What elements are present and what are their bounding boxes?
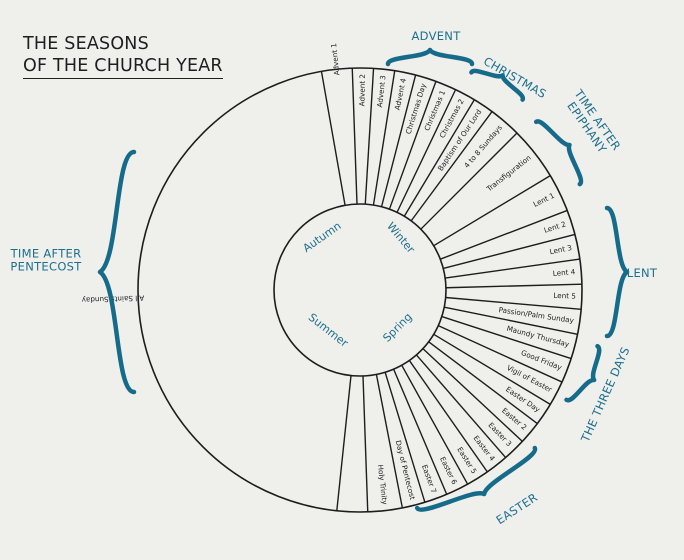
- segment-label: Easter 2: [500, 406, 529, 432]
- segment-divider: [396, 89, 457, 213]
- brace-epiphany: [533, 119, 584, 187]
- brace-lent: [604, 205, 630, 339]
- segment-label: Advent 1: [329, 43, 341, 76]
- segment-divider: [443, 233, 576, 270]
- segment-divider: [415, 354, 507, 459]
- brace-advent: [385, 47, 475, 67]
- season-label-lent: LENT: [627, 266, 658, 280]
- segment-divider: [362, 375, 369, 512]
- segment-label: Lent 1: [532, 191, 556, 209]
- brace-three-days: [564, 343, 602, 403]
- segment-divider: [351, 68, 358, 205]
- segment-label: Easter 5: [455, 445, 478, 475]
- segment-divider: [444, 306, 578, 335]
- segment-divider: [441, 315, 572, 360]
- segment-label: Maundy Thursday: [506, 324, 571, 349]
- season-label-three-days: THE THREE DAYS: [578, 345, 633, 445]
- segment-label: Easter 3: [487, 421, 514, 449]
- segment-divider: [428, 341, 538, 425]
- segment-label: Lent 5: [553, 291, 576, 301]
- segment-divider: [408, 360, 488, 473]
- segment-label: Lent 4: [552, 267, 576, 278]
- segment-label: Holy Trinity: [376, 464, 390, 506]
- season-label-christmas: CHRISTMAS: [481, 54, 549, 101]
- outer-ring: [137, 67, 583, 513]
- segment-label: Day of Pentecost: [394, 439, 418, 500]
- segment-divider: [403, 99, 475, 217]
- quarter-label-winter: Winter: [384, 220, 418, 257]
- segment-divider: [375, 374, 404, 509]
- segment-divider: [437, 325, 563, 383]
- segment-divider: [440, 209, 568, 260]
- segment-divider: [388, 81, 437, 210]
- segment-divider: [372, 70, 396, 206]
- segment-divider: [445, 258, 580, 279]
- brace-pentecost: [97, 149, 137, 395]
- segment-label: Lent 3: [549, 243, 573, 256]
- segment-divider: [433, 333, 551, 405]
- segment-divider: [401, 364, 469, 485]
- segment-label: Lent 2: [543, 219, 567, 234]
- segment-divider: [445, 283, 582, 289]
- brace-easter: [414, 445, 538, 512]
- segment-divider: [445, 296, 582, 311]
- brace-christmas: [469, 68, 525, 102]
- segment-divider: [422, 348, 523, 442]
- segment-label: Easter 4: [472, 434, 498, 463]
- quarter-label-summer: Summer: [306, 311, 351, 350]
- season-label-advent: ADVENT: [411, 29, 461, 43]
- season-label-pentecost: TIME AFTER PENTECOST: [10, 247, 83, 274]
- page-title-line-1: THE SEASONS: [23, 34, 149, 54]
- segment-label: Advent 3: [375, 75, 387, 108]
- segment-divider: [392, 368, 448, 495]
- segment-divider: [380, 74, 417, 207]
- segment-divider: [433, 175, 551, 247]
- segment-label: Advent 4: [393, 77, 408, 111]
- segment-divider: [336, 375, 352, 511]
- inner-ring: [273, 203, 447, 377]
- segment-divider: [420, 132, 518, 230]
- season-label-easter: EASTER: [494, 490, 541, 527]
- segment-label: Good Friday: [520, 348, 564, 372]
- segment-divider: [320, 71, 346, 206]
- page-title-line-2: OF THE CHURCH YEAR: [23, 56, 223, 79]
- segment-label: Advent 2: [357, 74, 366, 106]
- quarter-label-autumn: Autumn: [300, 219, 343, 255]
- quarter-label-spring: Spring: [380, 310, 414, 344]
- segment-divider: [410, 111, 493, 222]
- segment-divider: [384, 372, 426, 503]
- segment-divider: [364, 68, 375, 205]
